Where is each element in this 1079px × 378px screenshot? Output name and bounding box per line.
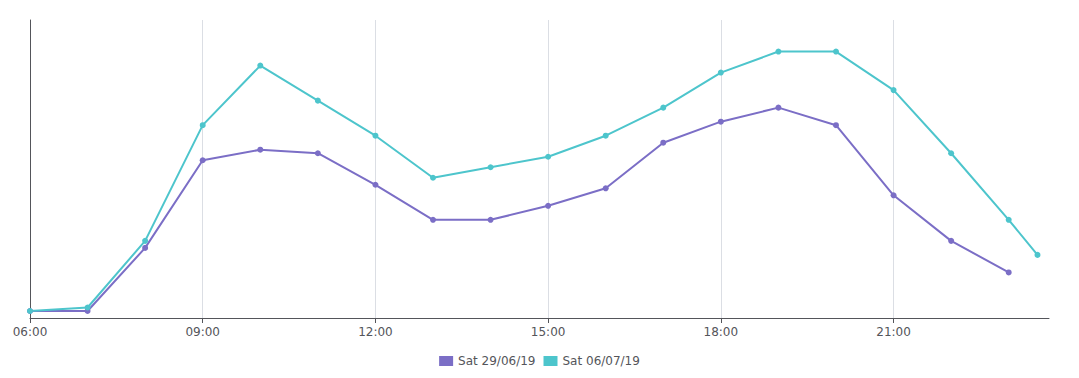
- svg-text:Sat 06/07/19: Sat 06/07/19: [563, 354, 640, 368]
- svg-text:09:00: 09:00: [185, 325, 220, 339]
- svg-text:15:00: 15:00: [531, 325, 566, 339]
- svg-text:21:00: 21:00: [876, 325, 911, 339]
- svg-text:12:00: 12:00: [358, 325, 393, 339]
- svg-text:18:00: 18:00: [704, 325, 739, 339]
- svg-text:06:00: 06:00: [13, 325, 48, 339]
- svg-text:Sat 29/06/19: Sat 29/06/19: [458, 354, 535, 368]
